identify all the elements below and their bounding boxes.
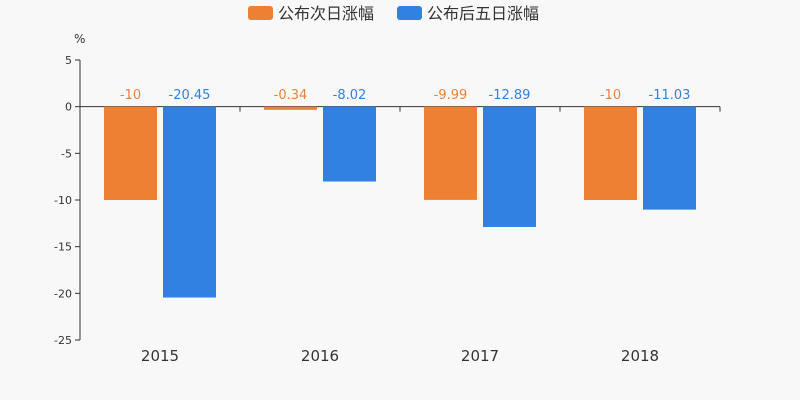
data-label-2-2015: -20.45 (169, 88, 211, 103)
bar-1-2017[interactable] (424, 106, 477, 200)
y-tick-label: -15 (54, 241, 72, 254)
y-axis: 5 0 -5 -10 -15 -20 -25 (54, 54, 81, 347)
y-tick-label: -20 (54, 287, 72, 300)
y-tick-label: -5 (61, 147, 72, 160)
bar-2-2018[interactable] (643, 106, 696, 210)
y-tick-label: 5 (65, 54, 72, 67)
y-tick-label: -10 (54, 194, 72, 207)
x-category-label: 2018 (621, 347, 659, 365)
data-label-2-2016: -8.02 (333, 88, 367, 103)
data-label-1-2018: -10 (600, 88, 621, 103)
y-tick-label: -25 (54, 334, 72, 347)
bar-2-2016[interactable] (323, 106, 376, 182)
legend-swatch-2[interactable] (397, 6, 422, 20)
x-category-label: 2015 (141, 347, 179, 365)
x-category-label: 2017 (461, 347, 499, 365)
y-tick-label: 0 (65, 101, 72, 114)
bar-1-2015[interactable] (104, 106, 157, 200)
data-label-1-2015: -10 (120, 88, 141, 103)
bar-2-2015[interactable] (163, 106, 216, 298)
y-axis-unit-label: % (74, 32, 85, 46)
data-label-1-2016: -0.34 (274, 88, 308, 103)
x-category-label: 2016 (301, 347, 339, 365)
legend-label-1[interactable]: 公布次日涨幅 (278, 4, 374, 23)
bar-1-2018[interactable] (584, 106, 637, 200)
bar-1-2016[interactable] (264, 106, 317, 110)
bars (104, 106, 696, 298)
legend-label-2[interactable]: 公布后五日涨幅 (427, 4, 539, 23)
value-labels: -10 -20.45 -0.34 -8.02 -9.99 -12.89 -10 -11.03 (120, 88, 691, 103)
legend-swatch-1[interactable] (248, 6, 273, 20)
data-label-2-2018: -11.03 (649, 88, 691, 103)
data-label-2-2017: -12.89 (489, 88, 531, 103)
legend: 公布次日涨幅 公布后五日涨幅 (248, 4, 539, 23)
bar-2-2017[interactable] (483, 106, 536, 227)
data-label-1-2017: -9.99 (434, 88, 468, 103)
